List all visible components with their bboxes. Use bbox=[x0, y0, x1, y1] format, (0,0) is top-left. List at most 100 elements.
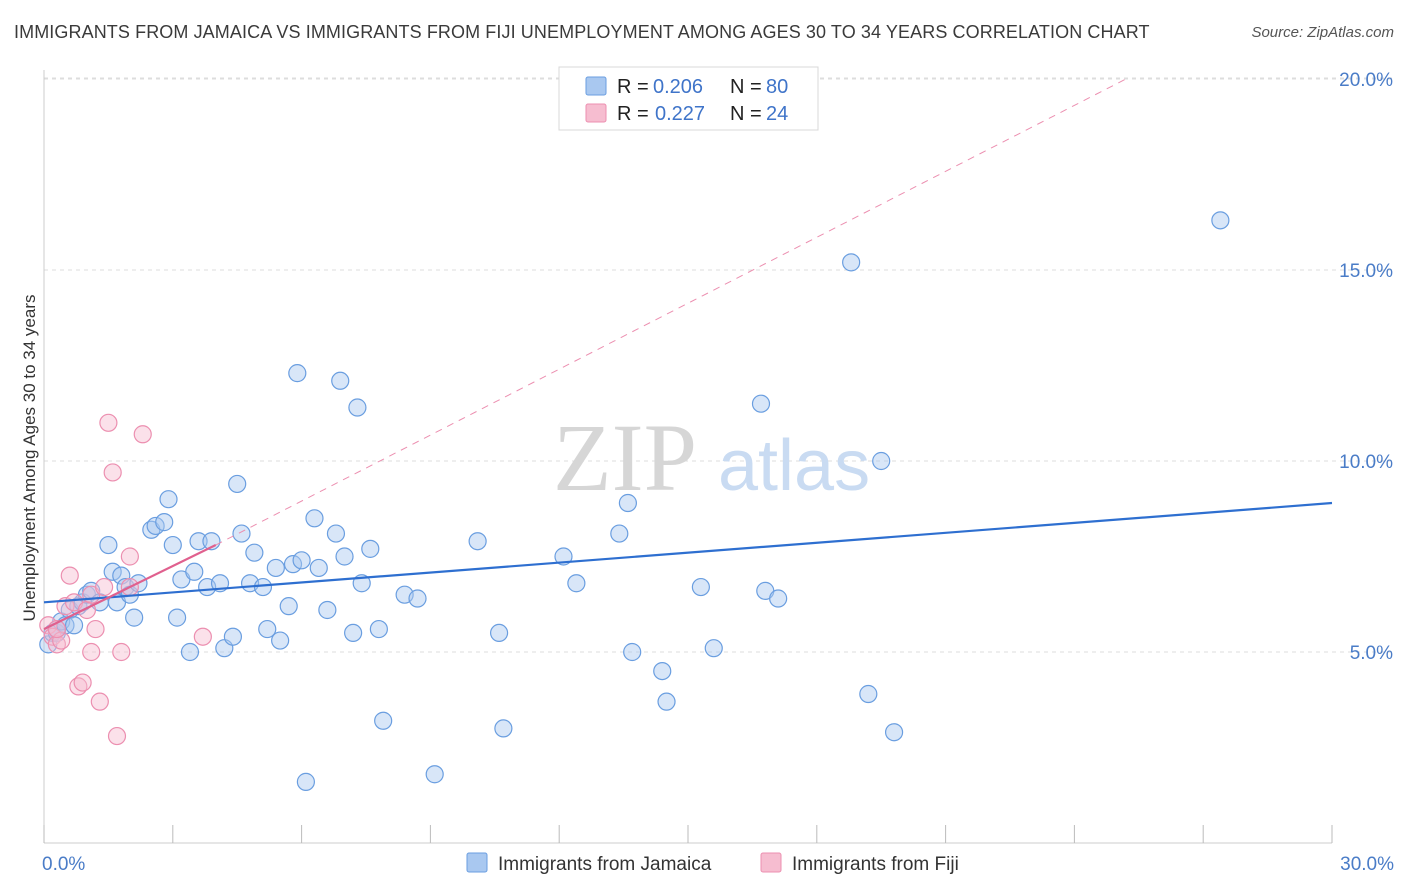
watermark-zip: ZIP bbox=[553, 404, 697, 511]
point-jamaica-37 bbox=[232, 524, 251, 543]
y-tick-labels: 5.0% 10.0% 15.0% 20.0% bbox=[1339, 70, 1393, 664]
series-legend-label-jamaica: Immigrants from Jamaica bbox=[498, 854, 712, 875]
point-jamaica-75 bbox=[704, 639, 723, 658]
y-tick-label-0: 5.0% bbox=[1350, 643, 1393, 664]
point-jamaica-48 bbox=[296, 772, 315, 791]
point-jamaica-49 bbox=[305, 509, 324, 528]
point-fiji-11 bbox=[86, 619, 105, 639]
point-jamaica-80 bbox=[859, 684, 878, 704]
legend-n-label-fiji: N = bbox=[730, 103, 762, 125]
point-jamaica-83 bbox=[1211, 211, 1230, 230]
legend: R = 0.206 N = 80 R = 0.227 N = 24 bbox=[558, 66, 819, 131]
point-fiji-5 bbox=[60, 566, 79, 585]
legend-swatch-jamaica bbox=[585, 76, 607, 96]
chart-title: IMMIGRANTS FROM JAMAICA VS IMMIGRANTS FR… bbox=[14, 22, 1150, 42]
point-jamaica-43 bbox=[271, 631, 290, 650]
y-tick-label-1: 10.0% bbox=[1339, 452, 1393, 473]
point-jamaica-63 bbox=[425, 765, 444, 784]
point-fiji-22 bbox=[82, 642, 101, 662]
legend-r-label-jamaica: R = bbox=[617, 76, 649, 98]
point-jamaica-68 bbox=[567, 574, 586, 593]
watermark: ZIP atlas bbox=[553, 404, 870, 511]
point-fiji-17 bbox=[112, 642, 131, 662]
point-jamaica-71 bbox=[623, 642, 642, 662]
x-tick-label-min: 0.0% bbox=[42, 854, 85, 875]
gridlines bbox=[44, 77, 1394, 653]
point-jamaica-50 bbox=[309, 558, 328, 578]
point-jamaica-56 bbox=[348, 398, 367, 417]
point-fiji-0 bbox=[39, 616, 58, 635]
point-jamaica-60 bbox=[374, 711, 393, 730]
point-jamaica-72 bbox=[653, 661, 672, 681]
axes bbox=[43, 70, 1333, 844]
y-tick-label-2: 15.0% bbox=[1339, 261, 1393, 282]
point-jamaica-81 bbox=[872, 451, 891, 471]
point-jamaica-79 bbox=[842, 253, 861, 272]
point-fiji-15 bbox=[103, 463, 122, 482]
point-jamaica-22 bbox=[146, 516, 165, 536]
point-jamaica-64 bbox=[468, 532, 487, 551]
trend-extension-fiji bbox=[215, 78, 1127, 546]
point-jamaica-40 bbox=[253, 577, 273, 597]
point-jamaica-82 bbox=[884, 723, 904, 742]
point-jamaica-20 bbox=[125, 608, 144, 627]
point-jamaica-39 bbox=[245, 543, 264, 562]
point-jamaica-65 bbox=[489, 623, 509, 643]
point-jamaica-58 bbox=[361, 539, 380, 558]
point-jamaica-66 bbox=[494, 719, 513, 738]
point-jamaica-29 bbox=[185, 562, 204, 581]
point-jamaica-55 bbox=[344, 623, 363, 643]
point-jamaica-24 bbox=[159, 490, 178, 509]
watermark-atlas: atlas bbox=[718, 426, 870, 506]
trend-lines bbox=[43, 78, 1333, 631]
point-jamaica-41 bbox=[258, 619, 277, 639]
point-jamaica-69 bbox=[610, 524, 629, 543]
point-jamaica-13 bbox=[99, 535, 118, 555]
point-fiji-20 bbox=[133, 425, 152, 444]
point-jamaica-73 bbox=[657, 692, 676, 711]
point-fiji-19 bbox=[120, 547, 139, 566]
point-jamaica-53 bbox=[331, 371, 350, 390]
point-jamaica-67 bbox=[554, 547, 573, 566]
legend-r-label-fiji: R = bbox=[617, 103, 649, 125]
point-jamaica-23 bbox=[155, 513, 174, 532]
legend-r-value-fiji: 0.227 bbox=[655, 103, 705, 125]
point-fiji-8 bbox=[73, 673, 92, 692]
point-jamaica-47 bbox=[292, 551, 311, 570]
point-fiji-3 bbox=[52, 631, 71, 650]
point-jamaica-51 bbox=[318, 600, 337, 620]
data-points bbox=[39, 211, 1230, 791]
point-jamaica-35 bbox=[223, 627, 243, 646]
point-jamaica-45 bbox=[283, 555, 303, 574]
point-jamaica-78 bbox=[769, 589, 788, 608]
point-jamaica-25 bbox=[163, 535, 182, 555]
legend-n-value-fiji: 24 bbox=[766, 103, 788, 125]
legend-swatch-fiji bbox=[585, 103, 607, 123]
trend-line-jamaica bbox=[43, 501, 1333, 604]
point-fiji-13 bbox=[95, 577, 114, 597]
point-fiji-14 bbox=[99, 413, 118, 432]
point-jamaica-46 bbox=[288, 364, 307, 383]
point-jamaica-59 bbox=[369, 619, 388, 639]
chart-source: Source: ZipAtlas.com bbox=[1251, 24, 1394, 41]
point-jamaica-74 bbox=[691, 577, 710, 597]
series-legend: Immigrants from Jamaica Immigrants from … bbox=[466, 852, 959, 875]
y-axis-title: Unemployment Among Ages 30 to 34 years bbox=[20, 295, 39, 622]
point-jamaica-26 bbox=[167, 608, 187, 627]
trend-line-fiji bbox=[43, 544, 217, 631]
point-jamaica-30 bbox=[189, 532, 208, 551]
point-jamaica-54 bbox=[335, 547, 354, 566]
x-tick-label-max: 30.0% bbox=[1340, 854, 1394, 875]
y-tick-label-3: 20.0% bbox=[1339, 70, 1393, 91]
point-jamaica-7 bbox=[64, 616, 84, 635]
point-jamaica-76 bbox=[751, 394, 771, 413]
series-legend-swatch-fiji bbox=[760, 852, 782, 873]
legend-n-label-jamaica: N = bbox=[730, 76, 762, 98]
series-legend-swatch-jamaica bbox=[466, 852, 488, 873]
point-fiji-16 bbox=[107, 726, 127, 746]
point-jamaica-28 bbox=[180, 642, 200, 662]
point-jamaica-42 bbox=[266, 558, 285, 578]
point-fiji-21 bbox=[193, 627, 212, 646]
point-fiji-12 bbox=[90, 692, 109, 711]
